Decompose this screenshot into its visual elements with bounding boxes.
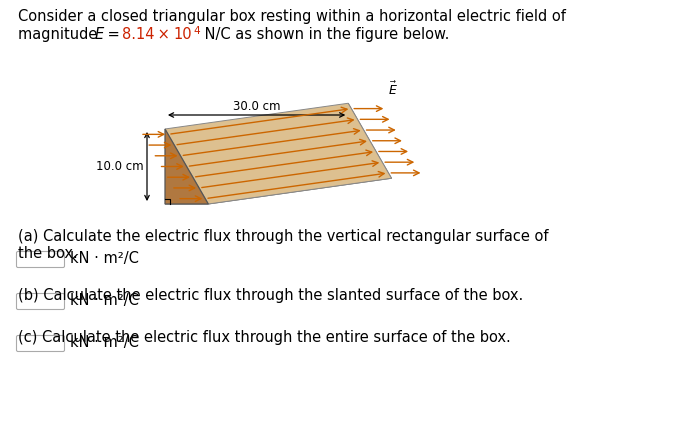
Text: (a) Calculate the electric flux through the vertical rectangular surface of: (a) Calculate the electric flux through …: [18, 229, 549, 244]
Polygon shape: [165, 103, 391, 204]
Text: ×: ×: [153, 27, 174, 42]
Text: kN · m²/C: kN · m²/C: [70, 335, 139, 351]
FancyBboxPatch shape: [17, 293, 64, 310]
Text: (c) Calculate the electric flux through the entire surface of the box.: (c) Calculate the electric flux through …: [18, 330, 511, 345]
Text: $\vec{E}$: $\vec{E}$: [389, 81, 398, 98]
Text: 30.0 cm: 30.0 cm: [233, 100, 280, 113]
Text: 10: 10: [173, 27, 192, 42]
Text: (b) Calculate the electric flux through the slanted surface of the box.: (b) Calculate the electric flux through …: [18, 288, 524, 303]
Text: 4: 4: [193, 26, 199, 36]
Text: 60.0°: 60.0°: [170, 186, 200, 196]
Text: Consider a closed triangular box resting within a horizontal electric field of: Consider a closed triangular box resting…: [18, 9, 566, 24]
FancyBboxPatch shape: [17, 251, 64, 268]
Text: kN · m²/C: kN · m²/C: [70, 293, 139, 309]
Text: magnitude: magnitude: [18, 27, 102, 42]
Polygon shape: [348, 103, 391, 178]
FancyBboxPatch shape: [17, 335, 64, 351]
Text: =: =: [103, 27, 125, 42]
Text: kN · m²/C: kN · m²/C: [70, 251, 139, 267]
Polygon shape: [165, 129, 209, 204]
Polygon shape: [165, 178, 391, 204]
Text: N/C as shown in the figure below.: N/C as shown in the figure below.: [200, 27, 449, 42]
Text: the box.: the box.: [18, 246, 78, 261]
Text: E: E: [95, 27, 104, 42]
Text: 8.14: 8.14: [122, 27, 155, 42]
Text: 10.0 cm: 10.0 cm: [97, 160, 144, 173]
